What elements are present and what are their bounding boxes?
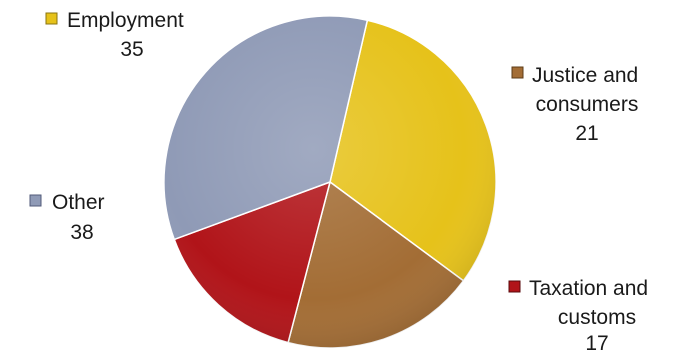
- taxation-label-line-1: Taxation and: [529, 277, 648, 300]
- other-value: 38: [70, 221, 93, 244]
- justice-value: 21: [575, 122, 598, 145]
- taxation-label-line-2: customs: [558, 306, 636, 329]
- legend-label-justice-and-consumers: Justice and consumers 21: [511, 64, 639, 145]
- employment-legend-swatch: [45, 12, 58, 25]
- employment-label: Employment: [67, 9, 184, 32]
- taxation-legend-swatch: [508, 280, 521, 293]
- pie-slices: [163, 15, 497, 349]
- justice-label-line-2: consumers: [536, 93, 639, 116]
- employment-value: 35: [120, 38, 143, 61]
- other-legend-swatch: [29, 194, 42, 207]
- other-label: Other: [52, 191, 105, 214]
- justice-label-line-1: Justice and: [532, 64, 638, 87]
- legend-label-other: Other 38: [29, 191, 105, 244]
- taxation-value: 17: [585, 332, 608, 355]
- legend-label-employment: Employment 35: [45, 9, 184, 61]
- legend-label-taxation-and-customs: Taxation and customs 17: [508, 277, 648, 355]
- justice-legend-swatch: [511, 66, 524, 79]
